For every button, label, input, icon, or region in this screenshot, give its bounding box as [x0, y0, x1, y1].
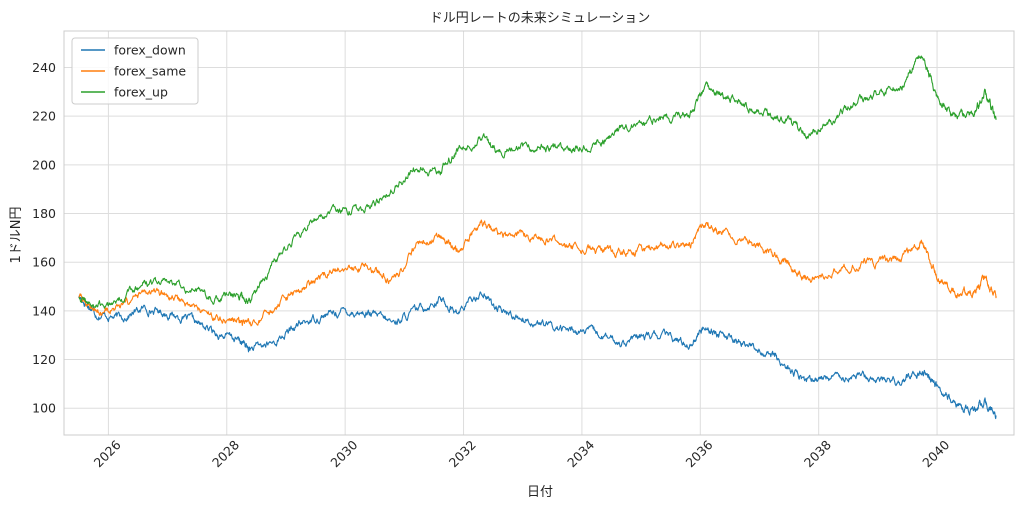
y-tick-label: 220	[32, 109, 56, 124]
legend: forex_down forex_same forex_up	[71, 37, 199, 105]
x-axis-label: 日付	[527, 485, 553, 500]
series-line-forex-same	[78, 219, 997, 327]
y-axis-ticks: 100 120 140 160 180 200 220 240	[32, 60, 56, 416]
plot-area	[64, 31, 1014, 435]
series-layer	[78, 55, 997, 420]
y-tick-label: 140	[32, 303, 56, 318]
legend-label: forex_down	[114, 43, 186, 58]
x-axis-ticks: 2026 2028 2030 2032 2034 2036 2038 2040	[91, 437, 953, 470]
grid-lines	[64, 31, 1014, 435]
x-tick-label: 2036	[683, 437, 716, 470]
series-line-forex-down	[78, 291, 997, 420]
x-tick-label: 2028	[209, 437, 242, 470]
x-tick-label: 2038	[801, 437, 834, 470]
plot-frame	[63, 30, 1015, 436]
x-tick-label: 2032	[446, 437, 479, 470]
legend-label: forex_same	[114, 64, 186, 79]
chart-title: ドル円レートの未来シミュレーション	[430, 11, 650, 26]
legend-box	[71, 37, 199, 105]
y-tick-label: 100	[32, 401, 56, 416]
x-tick-label: 2030	[327, 437, 360, 470]
y-tick-label: 120	[32, 352, 56, 367]
series-line-forex-up	[78, 55, 997, 309]
x-tick-label: 2040	[919, 437, 952, 470]
x-tick-label: 2026	[91, 437, 124, 470]
legend-label: forex_up	[114, 85, 168, 100]
plot-border	[63, 30, 1015, 436]
plot-background	[64, 31, 1014, 435]
y-tick-label: 180	[32, 206, 56, 221]
y-tick-label: 240	[32, 60, 56, 75]
x-tick-label: 2034	[564, 437, 597, 470]
y-tick-label: 160	[32, 255, 56, 270]
y-tick-label: 200	[32, 157, 56, 172]
y-axis-label: 1ドルN円	[9, 207, 24, 264]
